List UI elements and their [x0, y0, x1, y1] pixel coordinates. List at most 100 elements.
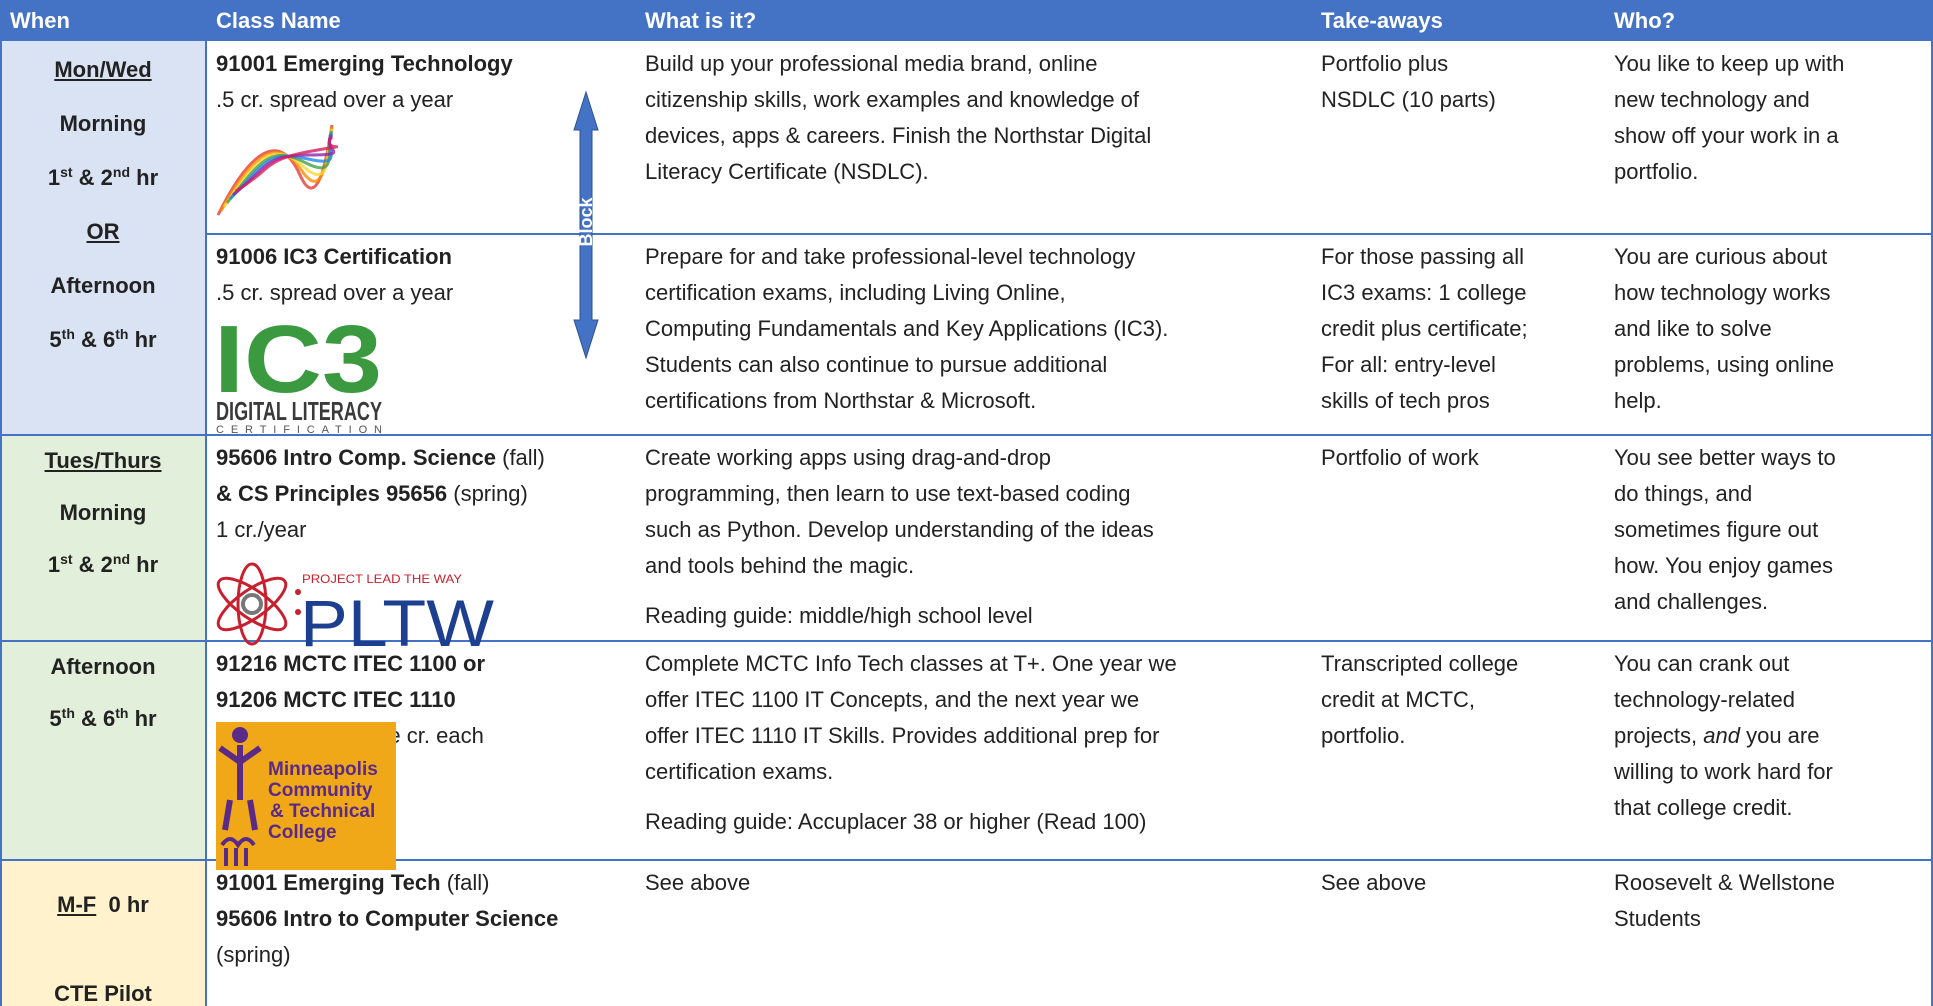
text-line: For all: entry-level	[1321, 352, 1496, 377]
when-cell	[0, 435, 206, 641]
bold-run: 91001 Emerging Tech	[216, 870, 441, 895]
text-line: do things, and	[1614, 481, 1753, 506]
when-cell	[0, 641, 206, 860]
who-cell: You see better ways to do things, and some…	[1614, 440, 1836, 620]
bold-run: 95606 Intro to Computer Science	[216, 906, 559, 931]
text-line: IC3 exams: 1 college	[1321, 280, 1527, 305]
bold-run: 95606 Intro Comp. Science	[216, 445, 496, 470]
what-cell: Complete MCTC Info Tech classes at T+. O…	[645, 646, 1177, 840]
text-line: 91001 Emerging Technology	[216, 46, 513, 82]
who-cell: You like to keep up with new technology a…	[1614, 46, 1844, 190]
header-cell: Who?	[1614, 8, 1676, 33]
text-line: For those passing all	[1321, 244, 1524, 269]
text-line: offer ITEC 1110 IT Skills. Provides addi…	[645, 723, 1160, 748]
what-cell: Create working apps using drag-and-drop p…	[645, 440, 1154, 634]
when-slot: Morning	[59, 500, 147, 525]
text-line: 91006 IC3 Certification	[216, 239, 453, 275]
swirl-logo	[228, 132, 334, 201]
paragraph: Reading guide: middle/high school level	[645, 598, 1154, 634]
text-line: sometimes figure out	[1614, 517, 1819, 542]
who-cell: Roosevelt & Wellstone Students	[1614, 865, 1835, 937]
text-line: certification exams, including Living On…	[645, 280, 1066, 305]
swirl-logo	[225, 130, 334, 204]
text-line: 95606 Intro to Computer Science	[216, 901, 558, 937]
when-day-extra: 0 hr	[108, 892, 149, 917]
when-or-text: OR	[86, 219, 120, 244]
text-line: (spring)	[216, 937, 558, 973]
paragraph: Complete MCTC Info Tech classes at T+. O…	[645, 646, 1177, 790]
bold-run: 91206 MCTC ITEC 1110	[216, 687, 456, 712]
when-text: M-F 0 hr CTE Pilot	[0, 860, 206, 1006]
paragraph: Build up your professional media brand, …	[645, 46, 1151, 190]
when-hours-part: & 2	[72, 165, 113, 190]
text-line: You like to keep up with	[1614, 51, 1845, 76]
header-cell: What is it?	[645, 8, 757, 33]
when-day: M-F 0 hr	[0, 860, 206, 949]
text-line: portfolio.	[1614, 159, 1699, 184]
row-border	[206, 233, 1933, 235]
text-line: programming, then learn to use text-base…	[645, 481, 1131, 506]
text-line: Students	[1614, 906, 1701, 931]
when-slot: Afternoon	[50, 273, 156, 298]
text-line: See above	[645, 870, 751, 895]
when-hours-part: & 6	[74, 706, 116, 731]
text-line: credit at MCTC,	[1321, 687, 1476, 712]
pltw-atom	[216, 576, 288, 632]
text-line: See above	[1321, 870, 1427, 895]
paragraph: Reading guide: Accuplacer 38 or higher (…	[645, 804, 1177, 840]
pltw-tagline: PROJECT LEAD THE WAY	[302, 572, 462, 586]
who-cell: You can crank out technology-related proje…	[1614, 646, 1833, 826]
paragraph: Prepare for and take professional-level …	[645, 239, 1168, 419]
text-run: projects,	[1614, 723, 1704, 748]
mctc-base	[220, 837, 256, 866]
when-slot: Morning	[59, 111, 147, 136]
when-hours-part: th	[61, 705, 75, 721]
when-day-name: Mon/Wed	[54, 57, 152, 82]
what-cell: See above	[645, 865, 750, 901]
pltw-gear	[241, 593, 263, 615]
text-line: offer ITEC 1100 IT Concepts, and the nex…	[645, 687, 1140, 712]
when-text: Tues/Thurs Morning 1st & 2nd hr	[0, 435, 206, 591]
text-line: NSDLC (10 parts)	[1321, 87, 1496, 112]
when-cell	[0, 41, 206, 435]
when-hours-part: hr	[128, 706, 157, 731]
when-hours-part: 1	[47, 165, 61, 190]
takeaway-cell: Portfolio plus NSDLC (10 parts)	[1321, 46, 1496, 118]
what-cell: Prepare for and take professional-level …	[645, 239, 1168, 419]
text-run: (fall)	[440, 870, 490, 895]
when-hours: 5th & 6th hr	[0, 313, 206, 367]
text-line: 91206 MCTC ITEC 1110	[216, 682, 485, 718]
swirl-logo	[216, 124, 334, 216]
mctc-logo-text: & Technical	[270, 801, 375, 822]
row-border	[0, 859, 1933, 861]
row-border	[0, 640, 1933, 642]
text-line: show off your work in a	[1614, 123, 1839, 148]
table-border	[0, 41, 2, 1006]
when-hours-part: st	[60, 164, 73, 180]
text-line: You see better ways to	[1614, 445, 1836, 470]
mctc-logo-text: College	[268, 822, 337, 843]
bold-run: 91001 Emerging Technology	[216, 51, 513, 76]
mctc-logo-text: Community	[268, 780, 373, 801]
text-line: citizenship skills, work examples and kn…	[645, 87, 1140, 112]
takeaway-cell: For those passing all IC3 exams: 1 colleg…	[1321, 239, 1528, 419]
text-line: Students can also continue to pursue add…	[645, 352, 1108, 377]
when-hours-part: th	[115, 705, 129, 721]
mctc-figure	[218, 745, 262, 831]
text-line: Complete MCTC Info Tech classes at T+. O…	[645, 651, 1177, 676]
text-line: You can crank out	[1614, 651, 1790, 676]
when-day: Mon/Wed	[0, 43, 206, 97]
when-hours-part: nd	[112, 164, 131, 180]
when-hours-part: st	[60, 551, 73, 567]
text-line: how. You enjoy games	[1614, 553, 1833, 578]
block-arrow	[573, 90, 599, 360]
text-line: Reading guide: middle/high school level	[645, 603, 1033, 628]
text-line: Portfolio plus	[1321, 51, 1449, 76]
text-line: certification exams.	[645, 759, 834, 784]
when-text: Mon/Wed Morning 1st & 2nd hr OR Afternoon 5th…	[0, 43, 206, 367]
when-day: Tues/Thurs	[0, 435, 206, 487]
when-hours-part: hr	[128, 327, 157, 352]
when-hours-part: & 6	[74, 327, 116, 352]
who-cell: You are curious about how technology work…	[1614, 239, 1834, 419]
text-line: certifications from Northstar & Microsof…	[645, 388, 1037, 413]
